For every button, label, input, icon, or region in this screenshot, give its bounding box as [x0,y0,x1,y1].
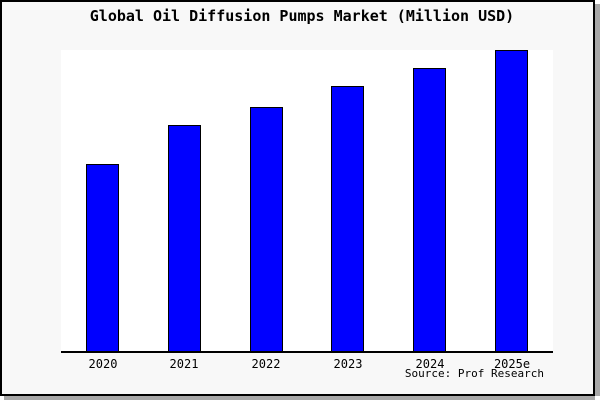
x-tick-label-2024: 2024 [415,357,445,371]
x-tick-label-2023: 2023 [333,357,363,371]
bar-2024 [413,68,446,351]
bar-2025e [495,50,528,351]
plot-area [61,50,553,353]
x-tick-label-2020: 2020 [88,357,118,371]
frame-shadow-bottom [4,396,595,400]
bar-2020 [86,164,119,351]
x-tick-label-2021: 2021 [169,357,199,371]
x-tick-label-2025e: 2025e [493,357,531,371]
bar-2021 [168,125,201,351]
source-credit: Source: Prof Research [404,367,544,380]
bar-2023 [331,86,364,351]
x-tick-label-2022: 2022 [251,357,281,371]
bar-2022 [250,107,283,351]
chart-title: Global Oil Diffusion Pumps Market (Milli… [89,7,515,25]
frame-shadow-right [595,4,600,396]
